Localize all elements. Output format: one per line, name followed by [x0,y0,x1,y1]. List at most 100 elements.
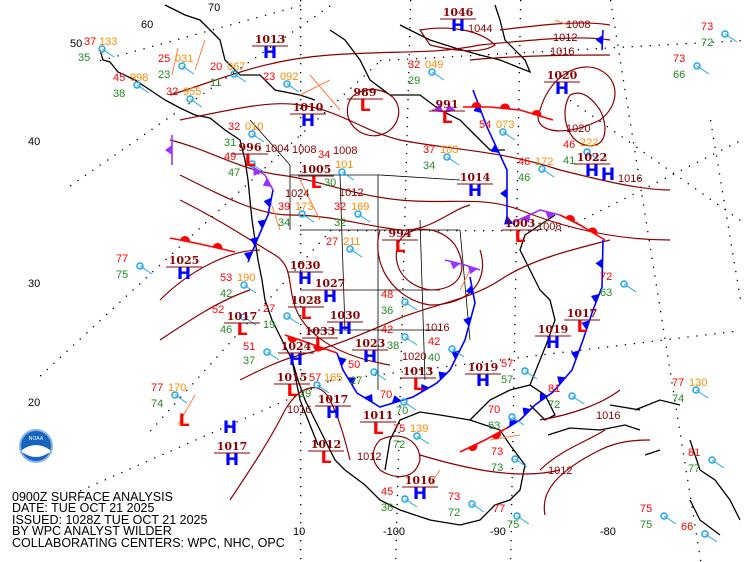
graticule-dot [586,48,588,50]
station-circle [133,81,141,89]
graticule-dot [220,428,222,430]
graticule-dot [210,87,212,89]
graticule-dot [632,142,635,144]
graticule-dot [306,21,309,23]
graticule-dot [166,118,168,120]
wind-barb [571,395,585,405]
graticule-dot [699,559,702,562]
high-pressure-symbol: H [476,371,490,391]
wind-barb [704,533,718,543]
graticule-dot [510,548,512,551]
graticule-dot [404,206,406,209]
graticule-dot [100,60,102,62]
graticule-dot [627,106,629,108]
graticule-dot [732,253,734,255]
station-circle [568,392,576,400]
graticule-dot [397,458,400,461]
isobar [372,435,421,478]
graticule-dot [517,116,520,119]
cold-front-barb [465,285,474,295]
coastline-greenland [399,4,532,74]
graticule-dot [510,539,512,542]
graticule-dot [300,9,302,11]
station-circle [298,210,306,218]
low-pressure-symbol: L [179,411,190,431]
isobar [346,88,400,137]
graticule-dot [687,183,689,185]
graticule-dot [608,205,610,208]
graticule-dot [262,51,264,54]
graticule-dot [415,58,418,60]
graticule-dot [516,215,518,218]
wind-barb [586,151,600,161]
graticule-dot [680,169,683,171]
high-pressure-symbol: H [323,287,337,307]
graticule-dot [617,44,619,46]
wind-barb [724,33,738,43]
central-pressure-label: 1019 [538,323,569,336]
central-pressure-label: 996 [239,141,262,154]
graticule-dot [512,440,514,443]
isobar [229,387,351,501]
graticule-dot [406,58,409,60]
graticule-dot [398,413,401,416]
graticule-dot [276,289,278,291]
graticule-dot [624,197,626,200]
pressure-center: H [223,418,237,438]
graticule-dot [300,262,302,265]
station-circle [511,455,519,463]
graticule-dot [330,380,332,382]
high-pressure-symbol: H [223,418,237,438]
graticule-dot [174,403,176,405]
graticule-dot [589,348,591,350]
graticule-dot [544,353,546,356]
isobar [159,249,261,301]
graticule-dot [570,100,572,102]
graticule-label: 50 [70,38,82,50]
graticule-dot [238,191,240,193]
station-circle [346,245,354,253]
graticule-dot [651,340,653,343]
station-temperature: 73 [673,53,685,65]
graticule-dot [300,477,302,479]
graticule-dot [523,52,526,54]
station-circle [263,348,271,356]
graticule-dot [400,368,402,371]
station-circle [283,312,291,320]
station-dewpoint: 72 [393,439,405,451]
station-dewpoint: 30 [324,177,336,189]
graticule-dot [79,338,81,340]
graticule-dot [407,89,409,92]
graticule-dot [395,557,397,560]
station-dewpoint: 63 [488,420,500,432]
graticule-dot [455,364,457,367]
graticule-dot [277,154,279,157]
graticule-dot [290,7,293,9]
station-temperature: 54 [479,119,491,131]
graticule-dot [739,40,741,42]
cold-front-barb [473,103,482,114]
graticule-dot [264,14,267,16]
graticule-dot [730,40,732,42]
graticule-dot [622,79,625,82]
cold-front-barb [338,356,347,367]
graticule-dot [399,386,401,389]
central-pressure-label: 1027 [315,277,346,290]
graticule-dot [125,295,128,297]
graticule-dot [518,80,520,83]
graticule-dot [645,222,648,224]
occluded-front-barb [262,178,272,187]
graticule-dot [269,406,271,408]
graticule-dot [508,358,510,360]
station-pressure: 103 [440,144,458,156]
graticule-dot [408,53,410,56]
station-dewpoint: 34 [423,160,435,172]
graticule-dot [631,133,633,135]
graticule-dot [723,199,725,202]
graticule-dot [383,373,385,375]
station-dewpoint: 66 [673,69,685,81]
graticule-dot [621,136,623,138]
central-pressure-label: 1022 [577,151,608,164]
